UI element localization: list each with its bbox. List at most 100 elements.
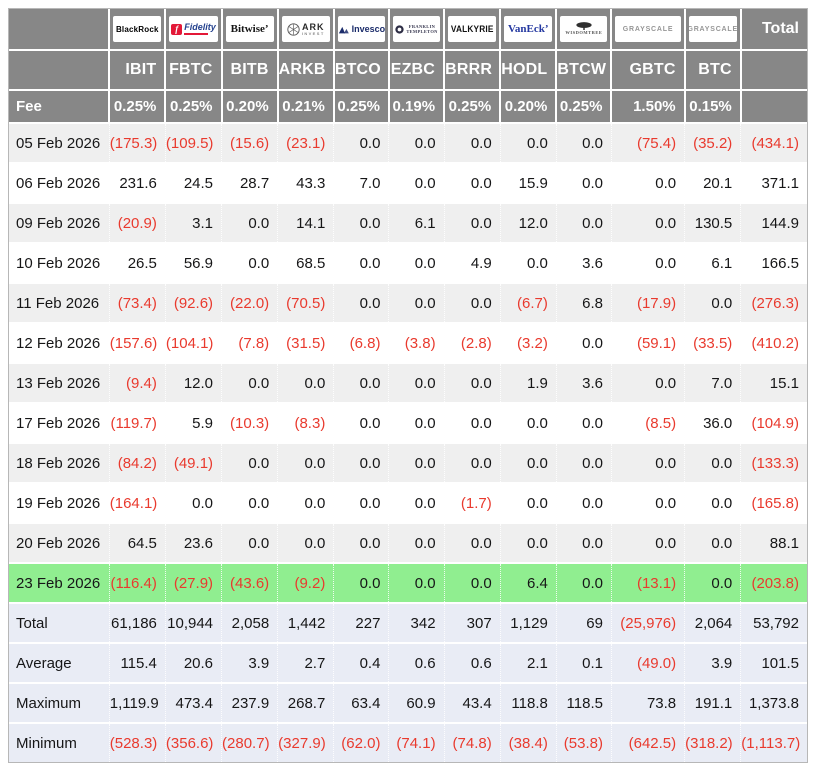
provider-header-EZBC: Franklin Templeton — [388, 9, 446, 51]
flow-cell-ARKB: (23.1) — [277, 122, 334, 163]
ticker-EZBC: EZBC — [388, 50, 446, 91]
summary-cell-BITB: (280.7) — [221, 722, 278, 762]
flow-cell-BTC: 0.0 — [684, 482, 741, 523]
ticker-FBTC: FBTC — [165, 50, 223, 91]
flow-cell-GBTC: 0.0 — [610, 202, 685, 243]
fee-row-label: Fee — [9, 90, 111, 124]
ticker-GBTC: GBTC — [611, 50, 686, 91]
summary-cell-GBTC: (642.5) — [610, 722, 685, 762]
summary-cell-BTCO: 63.4 — [333, 682, 389, 723]
summary-cell-BRRR: 43.4 — [443, 682, 501, 723]
flow-cell-ARKB: 68.5 — [277, 242, 334, 283]
date-cell: 12 Feb 2026 — [9, 322, 110, 363]
fee-BTC: 0.15% — [684, 90, 742, 124]
flow-cell-HODL: 6.4 — [499, 562, 557, 603]
flow-cell-ARKB: 0.0 — [277, 442, 334, 483]
provider-header-FBTC: f Fidelity — [165, 9, 223, 51]
flow-cell-BRRR: 0.0 — [443, 522, 501, 563]
flow-cell-BTCW: 3.6 — [555, 362, 612, 403]
flow-cell-FBTC: 56.9 — [164, 242, 222, 283]
provider-header-HODL: VanEck’ — [500, 9, 558, 51]
valkyrie-logo: Valkyrie — [448, 16, 497, 42]
fee-GBTC: 1.50% — [611, 90, 686, 124]
table-header: BlackRock f Fidelity Bitwise’ ARK INVEST Inves… — [9, 9, 807, 124]
summary-cell-FBTC: (356.6) — [164, 722, 222, 762]
provider-header-IBIT: BlackRock — [109, 9, 167, 51]
summary-cell-BITB: 2,058 — [221, 602, 278, 643]
summary-cell-BTC: 2,064 — [684, 602, 741, 643]
row-total-cell: (434.1) — [740, 122, 807, 163]
row-total-cell: 88.1 — [740, 522, 807, 563]
fee-BTCO: 0.25% — [333, 90, 390, 124]
flow-cell-BTCO: 0.0 — [333, 522, 389, 563]
flow-cell-ARKB: 0.0 — [277, 362, 334, 403]
summary-rows: Total 61,186 10,944 2,058 1,442 227 342 307 1,12… — [9, 602, 807, 762]
flow-cell-BITB: 0.0 — [221, 242, 278, 283]
flow-cell-GBTC: (13.1) — [610, 562, 685, 603]
ticker-BTCW: BTCW — [556, 50, 613, 91]
flow-cell-FBTC: (49.1) — [164, 442, 222, 483]
flow-cell-BTCW: 0.0 — [555, 482, 612, 523]
total-column-header: Total — [740, 9, 807, 51]
ticker-ARKB: ARKB — [277, 50, 335, 91]
summary-cell-EZBC: 0.6 — [388, 642, 445, 683]
flow-cell-BTCW: 0.0 — [555, 442, 612, 483]
flow-row: 09 Feb 2026 (20.9) 3.1 0.0 14.1 0.0 6.1 0.0 12.0… — [9, 202, 807, 243]
flow-cell-GBTC: 0.0 — [610, 242, 685, 283]
row-total-cell: 144.9 — [740, 202, 807, 243]
flow-cell-GBTC: 0.0 — [610, 482, 685, 523]
flow-cell-BTCO: 0.0 — [333, 402, 389, 443]
flow-cell-HODL: 0.0 — [499, 522, 557, 563]
flow-cell-EZBC: 0.0 — [388, 122, 445, 163]
flow-cell-BTCO: (6.8) — [333, 322, 389, 363]
summary-cell-BTCW: 118.5 — [555, 682, 612, 723]
ark-logo: ARK INVEST — [281, 16, 330, 42]
summary-cell-BITB: 237.9 — [221, 682, 278, 723]
summary-cell-FBTC: 10,944 — [164, 602, 222, 643]
flow-cell-ARKB: 14.1 — [277, 202, 334, 243]
flow-cell-FBTC: (109.5) — [164, 122, 222, 163]
summary-cell-BTC: 191.1 — [684, 682, 741, 723]
flow-cell-IBIT: (116.4) — [108, 562, 166, 603]
flow-cell-FBTC: 23.6 — [164, 522, 222, 563]
franklin-logo: Franklin Templeton — [392, 16, 441, 42]
flow-cell-FBTC: (104.1) — [164, 322, 222, 363]
fee-HODL: 0.20% — [500, 90, 558, 124]
flow-cell-IBIT: 231.6 — [108, 162, 166, 203]
summary-cell-BTC: (318.2) — [684, 722, 741, 762]
summary-cell-IBIT: 1,119.9 — [108, 682, 166, 723]
fee-FBTC: 0.25% — [165, 90, 223, 124]
row-total-cell: (165.8) — [740, 482, 807, 523]
flow-cell-BITB: 28.7 — [221, 162, 278, 203]
flow-cell-IBIT: 64.5 — [108, 522, 166, 563]
summary-label: Average — [9, 642, 110, 683]
flow-cell-BITB: 0.0 — [221, 362, 278, 403]
summary-cell-IBIT: 61,186 — [108, 602, 166, 643]
fee-IBIT: 0.25% — [109, 90, 167, 124]
flow-cell-EZBC: 0.0 — [388, 162, 445, 203]
flow-cell-BTCW: 0.0 — [555, 402, 612, 443]
provider-header-BRRR: Valkyrie — [444, 9, 502, 51]
flow-cell-BRRR: 0.0 — [443, 122, 501, 163]
flow-cell-HODL: (6.7) — [499, 282, 557, 323]
date-cell: 20 Feb 2026 — [9, 522, 110, 563]
summary-total-cell: 101.5 — [740, 642, 807, 683]
summary-total-cell: 53,792 — [740, 602, 807, 643]
flow-cell-BTCW: 0.0 — [555, 162, 612, 203]
flow-cell-BITB: (15.6) — [221, 122, 278, 163]
ticker-row: IBIT FBTC BITB ARKB BTCO EZBC BRRR HODL BTCW GBTC… — [9, 50, 807, 91]
summary-cell-FBTC: 20.6 — [164, 642, 222, 683]
wisdomtree-logo: WisdomTree — [560, 16, 608, 42]
date-cell: 10 Feb 2026 — [9, 242, 110, 283]
date-cell: 09 Feb 2026 — [9, 202, 110, 243]
flow-cell-BTCW: 0.0 — [555, 202, 612, 243]
flow-row: 19 Feb 2026 (164.1) 0.0 0.0 0.0 0.0 0.0 (1.7) 0.… — [9, 482, 807, 523]
ticker-BITB: BITB — [221, 50, 279, 91]
summary-cell-EZBC: (74.1) — [388, 722, 445, 762]
flow-row: 05 Feb 2026 (175.3) (109.5) (15.6) (23.1) 0.0… — [9, 122, 807, 163]
fee-EZBC: 0.19% — [388, 90, 446, 124]
summary-cell-BTCO: 0.4 — [333, 642, 389, 683]
flow-cell-BTCO: 0.0 — [333, 482, 389, 523]
row-total-cell: 15.1 — [740, 362, 807, 403]
summary-total-cell: 1,373.8 — [740, 682, 807, 723]
